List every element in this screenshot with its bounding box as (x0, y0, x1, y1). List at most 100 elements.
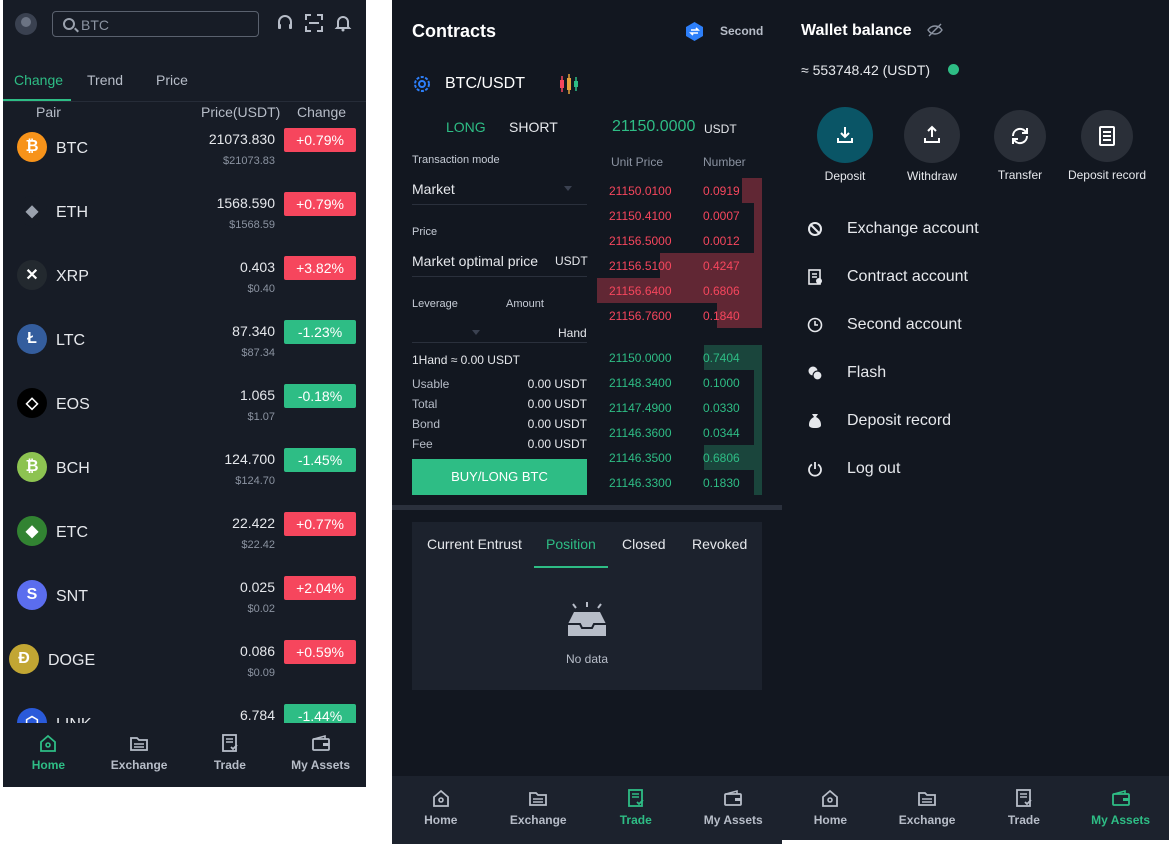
my-assets-icon (1072, 788, 1169, 808)
bell-icon[interactable] (334, 14, 352, 32)
amount-unit: Hand (558, 326, 587, 340)
wallet-balance-amount: ≈ 553748.42 (USDT) (801, 62, 931, 78)
nav-trade[interactable]: Trade (976, 788, 1073, 840)
nav-home[interactable]: Home (3, 733, 94, 772)
headset-icon[interactable] (276, 14, 294, 32)
tab-current-entrust[interactable]: Current Entrust (427, 536, 522, 552)
bid-number: 0.1000 (703, 376, 740, 390)
nav-my-assets[interactable]: My Assets (275, 733, 366, 772)
amount-label: Amount (506, 298, 544, 310)
avatar[interactable] (15, 13, 37, 35)
scan-icon[interactable] (305, 14, 323, 32)
pair-selector[interactable]: BTC/USDT (445, 75, 525, 92)
bid-row[interactable]: 21148.3400 0.1000 (597, 370, 762, 395)
buy-long-button[interactable]: BUY/LONG BTC (412, 459, 587, 495)
nav-my-assets[interactable]: My Assets (1072, 788, 1169, 840)
tab-price[interactable]: Price (156, 72, 188, 88)
btc-coin-icon: ₿ (17, 132, 47, 162)
nav-home[interactable]: Home (782, 788, 879, 840)
nav-exchange[interactable]: Exchange (490, 788, 588, 844)
menu-item-exchange-account[interactable]: Exchange account (807, 216, 1147, 246)
swap-icon[interactable] (684, 21, 705, 42)
etc-coin-icon: ◆ (17, 516, 47, 546)
eye-off-icon[interactable] (927, 22, 943, 38)
menu-item-log-out[interactable]: Log out (807, 456, 1147, 486)
ask-row[interactable]: 21156.5100 0.4247 (597, 253, 762, 278)
menu-item-contract-account[interactable]: Contract account (807, 264, 1147, 294)
nav-exchange[interactable]: Exchange (94, 733, 185, 772)
withdraw-button[interactable]: Withdraw (887, 107, 977, 183)
coin-row[interactable]: ◆ ETH 1568.590 $1568.59 +0.79% (3, 191, 366, 255)
transfer-icon (994, 110, 1046, 162)
coin-row[interactable]: ₿ BCH 124.700 $124.70 -1.45% (3, 447, 366, 511)
gear-icon[interactable] (412, 74, 432, 94)
tab-change[interactable]: Change (14, 72, 64, 88)
price-input[interactable]: Market optimal price (412, 253, 539, 269)
nav-exchange[interactable]: Exchange (879, 788, 976, 840)
chevron-down-icon (472, 330, 480, 335)
home-top-bar: BTC (3, 0, 366, 48)
ask-number: 0.6806 (703, 284, 740, 298)
bid-row[interactable]: 21147.4900 0.0330 (597, 395, 762, 420)
coin-row[interactable]: Ð DOGE 0.086 $0.09 +0.59% (3, 639, 366, 703)
tab-closed[interactable]: Closed (622, 536, 666, 552)
coin-row[interactable]: ◇ EOS 1.065 $1.07 -0.18% (3, 383, 366, 447)
price-label: Price (412, 226, 438, 238)
coin-row[interactable]: ◆ ETC 22.422 $22.42 +0.77% (3, 511, 366, 575)
bid-row[interactable]: 21146.3500 0.6806 (597, 445, 762, 470)
coin-row[interactable]: S SNT 0.025 $0.02 +2.04% (3, 575, 366, 639)
bid-number: 0.0330 (703, 401, 740, 415)
coin-price: 87.340 (232, 323, 275, 339)
coin-price: 6.784 (239, 707, 275, 723)
tab-position[interactable]: Position (546, 536, 596, 552)
eye-icon[interactable] (948, 64, 959, 75)
transaction-mode-select[interactable]: Market (412, 181, 455, 197)
info-value: 0.00 USDT (527, 397, 587, 411)
bid-row[interactable]: 21146.3600 0.0344 (597, 420, 762, 445)
coin-price: 0.403 (239, 259, 275, 275)
coin-row[interactable]: ⬡ LINK 6.784 -1.44% (3, 703, 366, 723)
nav-my-assets[interactable]: My Assets (685, 788, 783, 844)
change-badge: +0.79% (284, 128, 356, 152)
nav-label: Trade (213, 758, 246, 772)
coin-row[interactable]: ✕ XRP 0.403 $0.40 +3.82% (3, 255, 366, 319)
nav-label: My Assets (291, 758, 351, 772)
coin-row[interactable]: ₿ BTC 21073.830 $21073.83 +0.79% (3, 127, 366, 191)
coin-row[interactable]: Ł LTC 87.340 $87.34 -1.23% (3, 319, 366, 383)
trade-icon (185, 733, 276, 753)
ask-row[interactable]: 21150.0100 0.0919 (597, 178, 762, 203)
bid-row[interactable]: 21146.3300 0.1830 (597, 470, 762, 495)
nav-trade[interactable]: Trade (587, 788, 685, 844)
ask-row[interactable]: 21150.4100 0.0007 (597, 203, 762, 228)
transfer-button[interactable]: Transfer (975, 110, 1065, 182)
nav-trade[interactable]: Trade (185, 733, 276, 772)
second-mode-link[interactable]: Second (720, 24, 764, 38)
ask-row[interactable]: 21156.5000 0.0012 (597, 228, 762, 253)
menu-item-flash[interactable]: Flash (807, 360, 1147, 390)
coin-price: 1.065 (239, 387, 275, 403)
change-badge: -1.23% (284, 320, 356, 344)
nav-home[interactable]: Home (392, 788, 490, 844)
menu-item-second-account[interactable]: Second account (807, 312, 1147, 342)
deposit-button[interactable]: Deposit (800, 107, 890, 183)
coin-usd-price: $124.70 (235, 475, 275, 487)
tab-trend[interactable]: Trend (87, 72, 124, 88)
bid-row[interactable]: 21150.0000 0.7404 (597, 345, 762, 370)
search-input[interactable]: BTC (52, 11, 259, 37)
deposit-record-button[interactable]: Deposit record (1062, 110, 1152, 182)
depth-bar (659, 253, 762, 278)
ask-row[interactable]: 21156.6400 0.6806 (597, 278, 762, 303)
bid-price: 21148.3400 (609, 376, 672, 390)
ask-row[interactable]: 21156.7600 0.1840 (597, 303, 762, 328)
depth-bar (753, 470, 762, 495)
candlestick-chart-icon[interactable] (557, 72, 581, 96)
short-tab[interactable]: SHORT (509, 119, 558, 135)
coin-price: 0.086 (239, 643, 275, 659)
menu-item-deposit-record[interactable]: Deposit record (807, 408, 1147, 438)
depth-bar (753, 370, 762, 395)
nav-label: Exchange (509, 813, 567, 827)
tab-revoked[interactable]: Revoked (692, 536, 748, 552)
long-tab[interactable]: LONG (446, 119, 486, 135)
nav-label: Home (813, 813, 848, 827)
nav-label: Home (424, 813, 458, 827)
